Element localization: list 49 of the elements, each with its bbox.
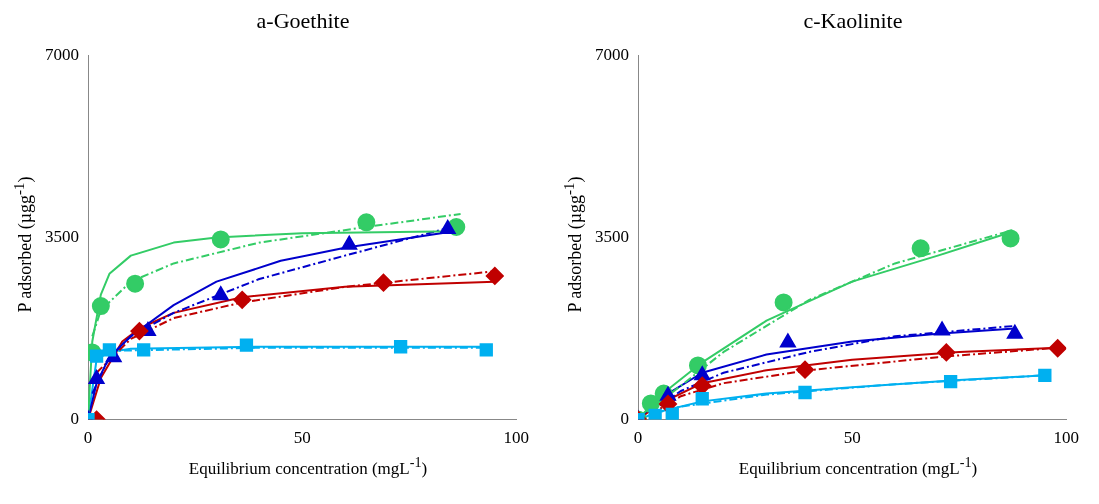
chart-title: c-Kaolinite [802, 8, 904, 34]
point [212, 286, 229, 301]
point [774, 293, 793, 312]
point [130, 322, 149, 341]
y-tick-label: 7000 [595, 44, 629, 64]
point [89, 349, 104, 363]
point [239, 338, 254, 352]
point [91, 297, 110, 316]
point [1038, 368, 1052, 383]
x-tick-label: 50 [293, 428, 311, 448]
x-tick-label: 0 [633, 428, 643, 448]
x-tick-label: 100 [503, 428, 529, 448]
y-tick-label: 0 [620, 409, 629, 429]
point [374, 273, 393, 292]
y-tick-label: 3500 [595, 226, 629, 246]
point [798, 385, 812, 400]
point [393, 340, 408, 354]
point [102, 343, 117, 357]
point [695, 392, 709, 406]
x-tick-label: 0 [83, 428, 93, 448]
point [88, 370, 105, 384]
y-tick-label: 3500 [45, 226, 79, 246]
y-tick-label: 7000 [45, 44, 79, 64]
point [911, 239, 930, 258]
point [137, 343, 151, 357]
point [211, 230, 230, 249]
point [1001, 229, 1020, 248]
point [648, 408, 662, 420]
point [665, 407, 679, 420]
point [1048, 339, 1067, 358]
point [937, 343, 956, 362]
point [341, 235, 358, 250]
x-tick-label: 50 [843, 428, 861, 448]
point [796, 360, 815, 379]
point [233, 290, 252, 309]
point [485, 266, 504, 285]
point [126, 274, 145, 293]
x-axis-title: Equilibrium concentration (mgL$^{-1}$) [737, 454, 979, 479]
chart-title: a-Goethite [255, 8, 351, 34]
y-tick-label: 0 [70, 409, 79, 429]
point [1006, 324, 1023, 339]
point [479, 343, 493, 357]
point [934, 321, 950, 336]
point [357, 213, 376, 232]
point [779, 333, 796, 348]
point [943, 374, 958, 389]
x-tick-label: 100 [1053, 428, 1079, 448]
point [439, 220, 456, 235]
x-axis-title: Equilibrium concentration (mgL$^{-1}$) [187, 454, 429, 479]
